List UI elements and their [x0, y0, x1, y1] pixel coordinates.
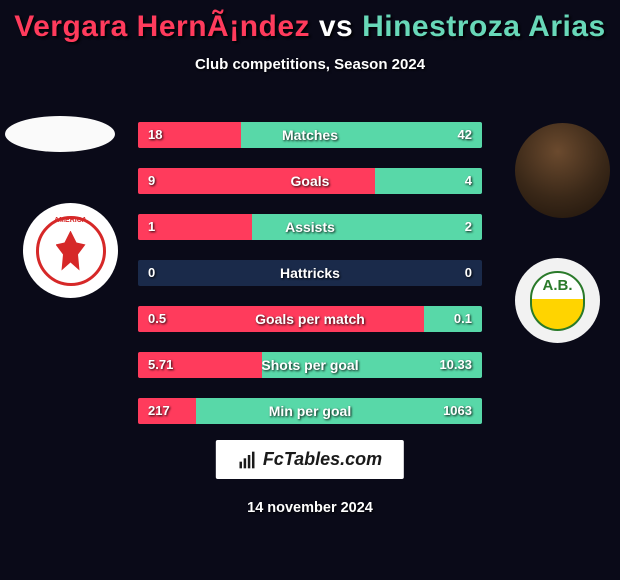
- stat-row: Goals94: [138, 168, 482, 194]
- stat-bar-left: [138, 122, 241, 148]
- stat-row: Goals per match0.50.1: [138, 306, 482, 332]
- club-right-label: A.B.: [530, 271, 585, 301]
- page-title: Vergara HernÃ¡ndez vs Hinestroza Arias: [0, 0, 620, 44]
- stat-row: Matches1842: [138, 122, 482, 148]
- stat-bars: Matches1842 Goals94 Assists12 Hattricks00 Go…: [138, 122, 482, 444]
- brand-badge: FcTables.com: [216, 440, 404, 479]
- stat-row: Assists12: [138, 214, 482, 240]
- stat-bar-left: [138, 352, 262, 378]
- date-text: 14 november 2024: [0, 500, 620, 516]
- stat-bar-right: [375, 168, 482, 194]
- stat-bar-right: [196, 398, 482, 424]
- subtitle: Club competitions, Season 2024: [0, 56, 620, 73]
- brand-text: FcTables.com: [263, 449, 382, 470]
- club-left-crest: AMERICA: [23, 203, 118, 298]
- club-left-label: AMERICA: [39, 217, 103, 224]
- stat-bar-left: [138, 398, 196, 424]
- stat-row: Shots per goal5.7110.33: [138, 352, 482, 378]
- stat-bar-right: [252, 214, 482, 240]
- player-left-avatar: [5, 116, 115, 152]
- stat-bar-right: [262, 352, 482, 378]
- chart-bars-icon: [238, 450, 258, 470]
- stat-bar-left: [138, 306, 424, 332]
- club-right-crest: A.B.: [515, 258, 600, 343]
- stat-bar-left: [138, 168, 375, 194]
- stat-bar-right: [424, 306, 482, 332]
- stat-row: Min per goal2171063: [138, 398, 482, 424]
- player-right-avatar: [515, 123, 610, 218]
- stat-bar-left: [138, 214, 252, 240]
- stat-row: Hattricks00: [138, 260, 482, 286]
- stat-bar-right: [241, 122, 482, 148]
